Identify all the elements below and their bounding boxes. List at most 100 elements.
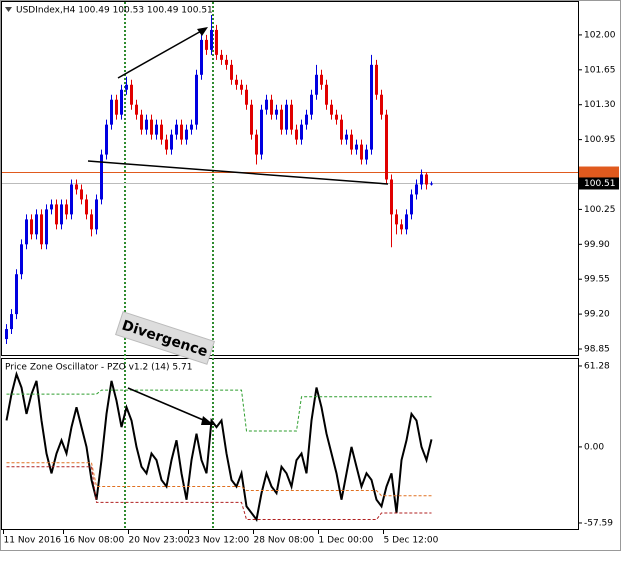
x-tick-label: 11 Nov 2016 <box>4 536 62 546</box>
candle-body <box>115 99 118 115</box>
candle-body <box>105 124 108 155</box>
candle-body <box>290 104 293 130</box>
y-tick-label: 101.65 <box>584 65 616 75</box>
candle-body <box>10 314 13 330</box>
candle-body <box>195 74 198 125</box>
candle-body <box>230 64 233 80</box>
candle-body <box>370 64 373 150</box>
trend-arrow <box>127 387 209 423</box>
price-panel <box>1 1 579 356</box>
annotation-box <box>115 311 215 365</box>
y-tick-label: 99.55 <box>584 275 610 285</box>
candle-body <box>185 129 188 140</box>
candle-body <box>250 104 253 135</box>
x-tick-label: 23 Nov 12:00 <box>189 536 250 546</box>
candle-body <box>365 149 368 160</box>
candle-body <box>320 74 323 85</box>
candle-body <box>430 183 433 185</box>
candle-body <box>130 84 133 105</box>
y-tick-label: -57.59 <box>584 518 613 528</box>
y-tick-label: 99.20 <box>584 310 610 320</box>
candle-body <box>110 99 113 125</box>
oscillator-panel <box>1 358 579 530</box>
candle-body <box>330 104 333 115</box>
candle-body <box>305 114 308 125</box>
bid-label: 100.51 <box>584 179 616 189</box>
candle-body <box>360 144 363 160</box>
candle-body <box>90 214 93 230</box>
candle-body <box>190 124 193 130</box>
oscillator-line <box>5 370 433 522</box>
chart-title: USDIndex,H4 100.49 100.53 100.49 100.51 <box>16 6 213 16</box>
candle-body <box>165 139 168 150</box>
candle-body <box>140 114 143 130</box>
frame <box>0 0 621 551</box>
candle-body <box>340 119 343 140</box>
candle-body <box>220 54 223 60</box>
candle-body <box>100 154 103 200</box>
candle-body <box>285 104 288 130</box>
candle-body <box>200 39 203 75</box>
candle-body <box>180 124 183 140</box>
candle-body <box>415 184 418 195</box>
trend-arrow <box>117 29 204 79</box>
indicator-title: Price Zone Oscillator - PZO v1.2 (14) 5.… <box>5 363 192 373</box>
candle-body <box>395 214 398 225</box>
candle-body <box>50 204 53 210</box>
candle-body <box>270 99 273 115</box>
trend-line <box>87 160 389 185</box>
candle-body <box>120 89 123 115</box>
bid-tag <box>579 177 619 190</box>
candle-body <box>5 329 8 340</box>
candle-body <box>405 214 408 230</box>
candle-body <box>70 184 73 215</box>
candle-body <box>235 79 238 85</box>
candle-body <box>410 194 413 215</box>
candle-body <box>15 274 18 315</box>
y-tick-label: 102.00 <box>584 30 616 40</box>
candle-body <box>335 114 338 120</box>
y-tick-label: 61.28 <box>584 361 610 371</box>
candle-body <box>65 204 68 215</box>
candle-body <box>375 64 378 95</box>
candle-body <box>315 74 318 95</box>
candle-body <box>145 119 148 130</box>
x-tick-label: 5 Dec 12:00 <box>384 536 439 546</box>
candle-body <box>30 219 33 235</box>
candle-body <box>55 204 58 225</box>
candle-body <box>75 184 78 190</box>
candle-body <box>350 134 353 150</box>
price-line-tag <box>579 166 619 179</box>
candle-body <box>390 179 393 215</box>
candle-body <box>380 94 383 115</box>
y-tick-label: 0.00 <box>584 442 604 452</box>
y-tick-label: 98.85 <box>584 345 610 355</box>
x-tick-label: 28 Nov 08:00 <box>254 536 315 546</box>
candle-body <box>325 84 328 105</box>
candle-body <box>260 109 263 155</box>
candle-body <box>240 84 243 90</box>
candle-body <box>85 199 88 215</box>
candle-body <box>155 124 158 135</box>
candle-body <box>160 124 163 140</box>
candle-body <box>25 219 28 245</box>
candle-body <box>35 214 38 235</box>
candle-body <box>385 114 388 180</box>
candle-body <box>205 39 208 50</box>
candle-body <box>45 209 48 245</box>
candle-body <box>60 204 63 225</box>
candle-body <box>20 244 23 275</box>
y-tick-label: 99.90 <box>584 240 610 250</box>
level-line <box>6 462 432 497</box>
menu-icon <box>5 7 12 12</box>
candle-body <box>280 109 283 130</box>
y-tick-label: 101.30 <box>584 100 616 110</box>
candle-body <box>125 84 128 90</box>
candle-body <box>135 104 138 115</box>
candle-body <box>170 134 173 150</box>
candle-body <box>210 29 213 50</box>
x-tick-label: 1 Dec 00:00 <box>319 536 374 546</box>
y-tick-label: 100.95 <box>584 135 616 145</box>
